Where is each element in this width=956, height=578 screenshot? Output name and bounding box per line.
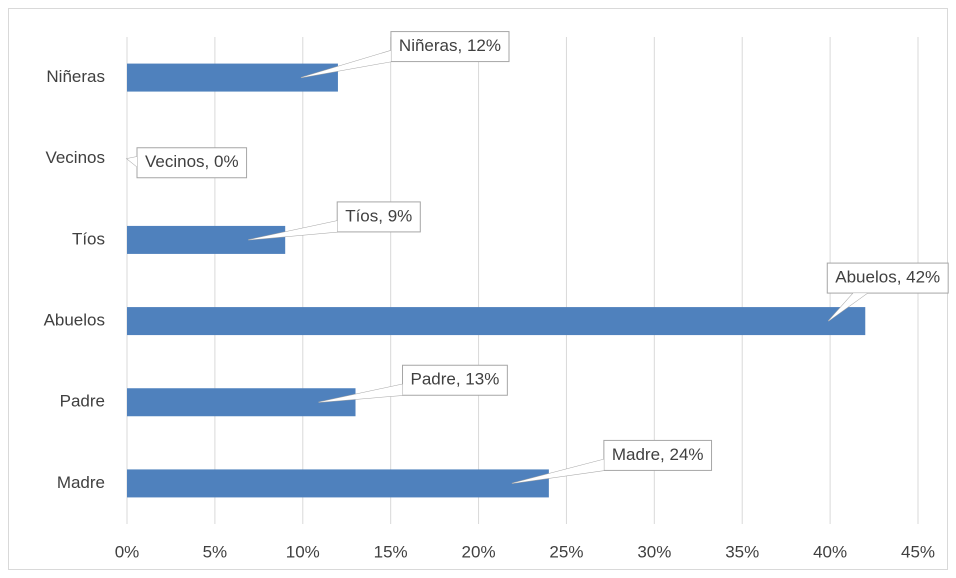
- callout-box: [826, 262, 949, 294]
- x-tick-label: 0%: [115, 542, 140, 561]
- x-tick-label: 10%: [286, 542, 320, 561]
- callout-box: [402, 364, 508, 396]
- callout-joint: [511, 459, 604, 484]
- callout-joint: [127, 156, 137, 167]
- x-tick-label: 5%: [203, 542, 228, 561]
- callout-joint: [828, 293, 868, 322]
- data-label: Tíos, 9%: [345, 206, 412, 225]
- callout-box: [136, 147, 248, 179]
- callout-joint: [318, 384, 403, 403]
- data-callout: [125, 147, 248, 179]
- y-tick-label: Niñeras: [46, 67, 105, 86]
- data-callout: [248, 201, 421, 241]
- data-label: Abuelos, 42%: [835, 268, 940, 287]
- x-tick-label: 35%: [725, 542, 759, 561]
- y-tick-label: Abuelos: [44, 311, 105, 330]
- x-tick-label: 40%: [813, 542, 847, 561]
- callout-box: [603, 439, 713, 471]
- bar: [127, 63, 338, 92]
- bar: [127, 225, 286, 254]
- x-tick-label: 45%: [901, 542, 935, 561]
- y-tick-label: Madre: [57, 473, 105, 492]
- data-callout: [511, 439, 713, 484]
- bar: [127, 388, 356, 417]
- x-tick-label: 25%: [549, 542, 583, 561]
- callout-box: [390, 31, 510, 63]
- bar: [127, 307, 866, 336]
- y-tick-label: Tíos: [72, 229, 105, 248]
- callout-joint: [300, 50, 391, 78]
- callout-joint: [248, 220, 338, 240]
- data-callout: [300, 31, 510, 79]
- callout-box: [336, 201, 421, 233]
- bar: [127, 469, 549, 498]
- data-label: Madre, 24%: [612, 445, 704, 464]
- data-label: Niñeras, 12%: [399, 36, 501, 55]
- data-label: Vecinos, 0%: [145, 152, 239, 171]
- y-tick-label: Vecinos: [45, 148, 105, 167]
- data-callout: [826, 262, 949, 322]
- x-tick-label: 20%: [462, 542, 496, 561]
- x-tick-label: 30%: [637, 542, 671, 561]
- data-label: Padre, 13%: [411, 370, 500, 389]
- y-tick-label: Padre: [60, 392, 105, 411]
- data-callout: [318, 364, 508, 403]
- x-tick-label: 15%: [374, 542, 408, 561]
